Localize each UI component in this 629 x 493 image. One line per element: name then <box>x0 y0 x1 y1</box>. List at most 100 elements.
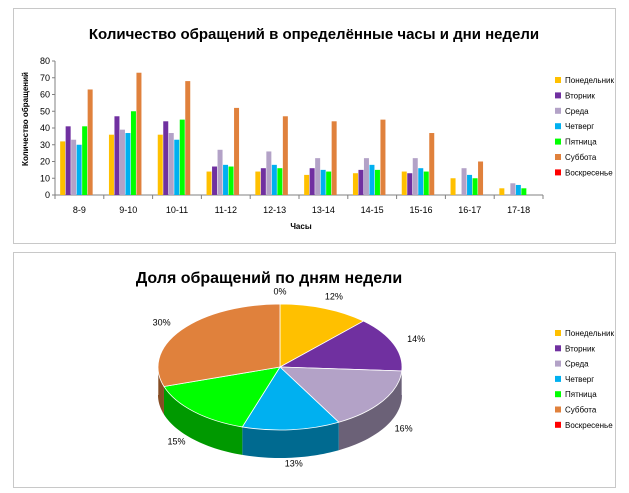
bar <box>76 144 82 195</box>
bar <box>71 139 77 195</box>
bar <box>255 171 261 195</box>
legend-label: Суббота <box>565 406 597 415</box>
bar <box>157 134 163 195</box>
x-tick-label: 17-18 <box>507 205 530 215</box>
pie-plot-area: 12% 14% 16% 13% 15% 30% 0% <box>153 286 426 468</box>
bar <box>82 126 88 195</box>
legend-swatch <box>555 406 561 413</box>
pie-chart-legend: Понедельник Вторник Среда Четверг Пятница Суб… <box>555 329 614 430</box>
pie-percent-label: 13% <box>285 458 303 468</box>
pie-chart-panel: Доля обращений по дням недели 12% 14% 16% 1… <box>13 252 616 488</box>
x-tick-label: 15-16 <box>409 205 432 215</box>
bar <box>206 171 212 195</box>
pie-slice <box>278 320 403 372</box>
bar <box>450 178 456 195</box>
bar <box>174 139 180 195</box>
bar <box>125 133 131 195</box>
y-tick-label: 80 <box>40 56 50 66</box>
pie-slice-side <box>163 386 243 455</box>
pie-slice <box>278 366 403 423</box>
bar <box>320 169 326 195</box>
x-tick-label: 9-10 <box>119 205 137 215</box>
y-tick-label: 50 <box>40 106 50 116</box>
x-tick-label: 10-11 <box>166 205 188 215</box>
bar <box>136 72 142 195</box>
legend-swatch <box>555 391 561 398</box>
pie-percent-label: 12% <box>325 292 343 302</box>
pie-slice <box>241 366 340 431</box>
bar <box>326 171 332 195</box>
bar <box>185 81 191 195</box>
bar <box>331 121 337 195</box>
legend-swatch <box>555 77 561 83</box>
legend-swatch <box>555 421 561 428</box>
legend-label: Понедельник <box>565 76 614 85</box>
y-tick-label: 40 <box>40 123 50 133</box>
pie-percent-label: 16% <box>395 424 413 434</box>
bar <box>304 174 310 195</box>
bar <box>499 188 505 195</box>
y-tick-label: 0 <box>45 190 50 200</box>
bar <box>168 133 174 195</box>
legend-swatch <box>555 330 561 336</box>
bar-plot-area: 0 10 20 30 40 50 60 70 80 8-9 9-10 10-11 11-12 12-13 1… <box>40 56 544 215</box>
y-tick-label: 70 <box>40 73 50 83</box>
legend-swatch <box>555 92 561 99</box>
pie-slice <box>157 303 281 387</box>
bar <box>429 133 435 195</box>
legend-label: Воскресенье <box>565 421 613 430</box>
legend-swatch <box>555 169 561 176</box>
bar <box>309 168 315 195</box>
bar <box>423 171 429 195</box>
legend-swatch <box>555 154 561 160</box>
bar <box>108 134 114 195</box>
x-tick-label: 13-14 <box>312 205 335 215</box>
legend-label: Вторник <box>565 91 595 100</box>
bar <box>87 89 93 195</box>
y-tick-label: 20 <box>40 157 50 167</box>
bar-chart-title: Количество обращений в определённые часы… <box>89 26 539 43</box>
legend-label: Четверг <box>565 122 594 131</box>
bar <box>401 171 407 195</box>
bar <box>407 173 413 195</box>
legend-label: Пятница <box>565 390 597 399</box>
bar <box>358 169 364 195</box>
bar-chart-panel: Количество обращений в определённые часы… <box>13 8 616 244</box>
bar <box>266 151 272 195</box>
bar <box>369 164 375 195</box>
bar <box>179 119 185 195</box>
bar <box>65 126 71 195</box>
legend-label: Среда <box>565 360 589 369</box>
pie-percent-label: 30% <box>153 318 171 328</box>
legend-swatch <box>555 345 561 352</box>
bar <box>223 164 229 195</box>
legend-label: Среда <box>565 107 589 116</box>
legend-label: Четверг <box>565 375 594 384</box>
bar-chart-legend: Понедельник Вторник Среда Четверг Пятница Суб… <box>555 76 614 177</box>
legend-swatch <box>555 123 561 130</box>
bar <box>363 158 369 195</box>
bar <box>521 188 527 195</box>
pie-slice-side <box>242 422 339 458</box>
pie-slice-side <box>338 370 402 451</box>
x-tick-label: 16-17 <box>458 205 481 215</box>
legend-swatch <box>555 107 561 114</box>
bar <box>478 161 484 195</box>
bar <box>374 169 380 195</box>
bar <box>282 116 288 195</box>
bar <box>60 141 66 195</box>
pie-percent-label: 0% <box>273 286 286 296</box>
pie-percent-label: 14% <box>407 334 425 344</box>
legend-label: Воскресенье <box>565 168 613 177</box>
bar <box>472 178 478 195</box>
bar <box>461 168 467 195</box>
pie-slice <box>279 303 365 368</box>
pie-chart: Доля обращений по дням недели 12%14%16%1… <box>136 270 615 468</box>
bar <box>163 121 169 195</box>
y-tick-label: 10 <box>40 173 50 183</box>
bar <box>315 158 321 195</box>
legend-label: Суббота <box>565 153 597 162</box>
x-tick-label: 12-13 <box>263 205 286 215</box>
x-tick-label: 8-9 <box>73 205 86 215</box>
legend-label: Вторник <box>565 344 595 353</box>
